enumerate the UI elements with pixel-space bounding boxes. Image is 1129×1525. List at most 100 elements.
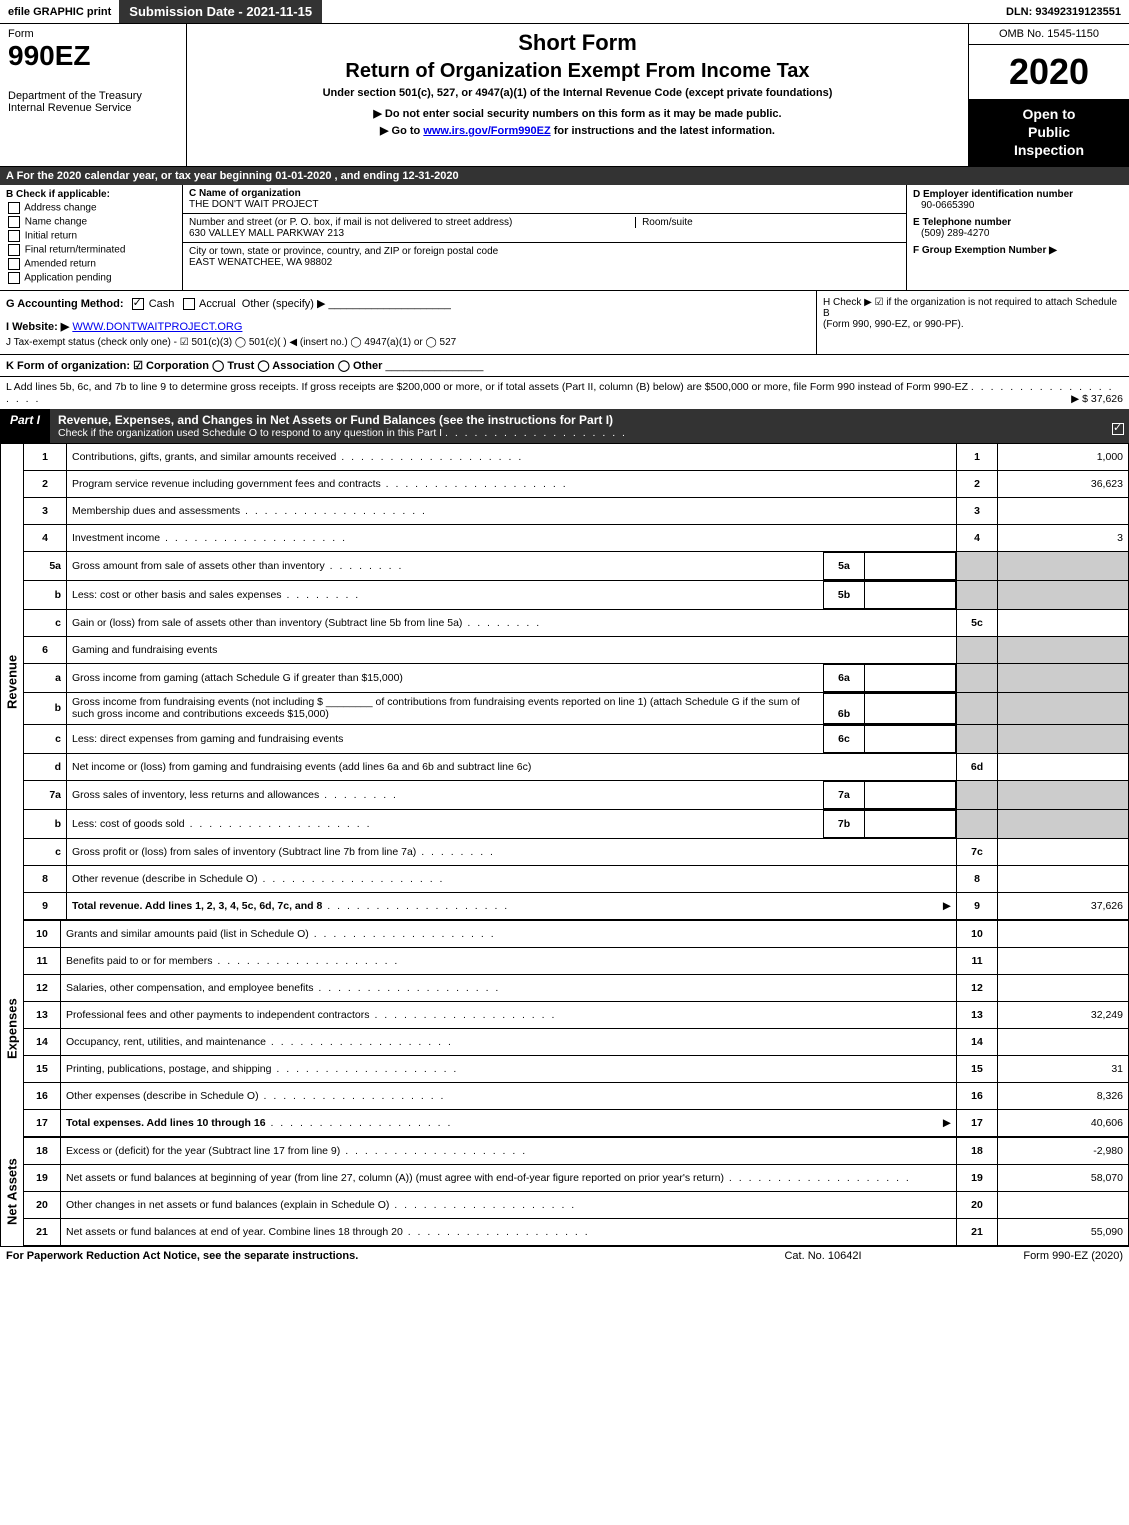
street-box: Number and street (or P. O. box, if mail… [183, 214, 906, 243]
table-row: 13Professional fees and other payments t… [24, 1001, 1129, 1028]
section-g: G Accounting Method: Cash Accrual Other … [0, 291, 816, 354]
tax-exempt-status: J Tax-exempt status (check only one) - ☑… [6, 337, 456, 348]
table-row: 4Investment income43 [24, 524, 1129, 551]
table-row: 19Net assets or fund balances at beginni… [24, 1164, 1129, 1191]
dept-treasury: Department of the Treasury [8, 90, 178, 102]
table-row: 20Other changes in net assets or fund ba… [24, 1191, 1129, 1218]
line-l-text: L Add lines 5b, 6c, and 7b to line 9 to … [6, 381, 968, 393]
line-l-amount: ▶ $ 37,626 [1071, 393, 1123, 405]
table-row: bGross income from fundraising events (n… [24, 692, 1129, 724]
section-h: H Check ▶ ☑ if the organization is not r… [816, 291, 1129, 354]
table-row: 15Printing, publications, postage, and s… [24, 1055, 1129, 1082]
chk-name-change[interactable]: Name change [6, 216, 176, 228]
line-k: K Form of organization: ☑ Corporation ◯ … [0, 355, 1129, 377]
open-line2: Public [973, 123, 1125, 141]
table-row: 10Grants and similar amounts paid (list … [24, 920, 1129, 947]
tel-value: (509) 289-4270 [921, 228, 1123, 239]
efile-label[interactable]: efile GRAPHIC print [0, 2, 119, 22]
chk-application-pending[interactable]: Application pending [6, 272, 176, 284]
footer-center: Cat. No. 10642I [723, 1250, 923, 1262]
table-row: 18Excess or (deficit) for the year (Subt… [24, 1137, 1129, 1164]
table-row: 7aGross sales of inventory, less returns… [24, 780, 1129, 809]
table-row: 1Contributions, gifts, grants, and simil… [24, 443, 1129, 470]
table-row: 9Total revenue. Add lines 1, 2, 3, 4, 5c… [24, 892, 1129, 919]
org-name-label: C Name of organization [189, 188, 900, 199]
short-form-title: Short Form [199, 30, 956, 56]
city-label: City or town, state or province, country… [189, 246, 900, 257]
omb-number: OMB No. 1545-1150 [969, 24, 1129, 45]
table-row: 12Salaries, other compensation, and empl… [24, 974, 1129, 1001]
other-specify: Other (specify) ▶ [242, 298, 326, 310]
goto-line: ▶ Go to www.irs.gov/Form990EZ for instru… [199, 124, 956, 137]
table-row: 14Occupancy, rent, utilities, and mainte… [24, 1028, 1129, 1055]
netassets-section: Net Assets 18Excess or (deficit) for the… [0, 1137, 1129, 1246]
ein-value: 90-0665390 [921, 200, 1123, 211]
goto-post: for instructions and the latest informat… [554, 125, 775, 137]
tax-year: 2020 [969, 45, 1129, 99]
org-name-box: C Name of organization THE DON'T WAIT PR… [183, 185, 906, 214]
form-label: Form [8, 28, 178, 40]
chk-address-change[interactable]: Address change [6, 202, 176, 214]
section-h-text2: (Form 990, 990-EZ, or 990-PF). [823, 319, 1123, 330]
accounting-label: G Accounting Method: [6, 298, 124, 310]
table-row: bLess: cost or other basis and sales exp… [24, 580, 1129, 609]
revenue-table: 1Contributions, gifts, grants, and simil… [23, 443, 1129, 920]
table-row: bLess: cost of goods sold7b [24, 809, 1129, 838]
line-l: L Add lines 5b, 6c, and 7b to line 9 to … [0, 377, 1129, 409]
main-title: Return of Organization Exempt From Incom… [199, 60, 956, 83]
top-bar: efile GRAPHIC print Submission Date - 20… [0, 0, 1129, 24]
table-row: dNet income or (loss) from gaming and fu… [24, 753, 1129, 780]
tel-label: E Telephone number [913, 217, 1123, 228]
chk-cash[interactable] [132, 298, 144, 310]
netassets-table: 18Excess or (deficit) for the year (Subt… [23, 1137, 1129, 1246]
room-suite-label: Room/suite [635, 217, 693, 228]
street-label: Number and street (or P. O. box, if mail… [189, 217, 512, 228]
section-h-text1: H Check ▶ ☑ if the organization is not r… [823, 297, 1123, 319]
org-name-value: THE DON'T WAIT PROJECT [189, 199, 900, 210]
goto-pre: ▶ Go to [380, 125, 423, 137]
table-row: 2Program service revenue including gover… [24, 470, 1129, 497]
submission-date: Submission Date - 2021-11-15 [119, 0, 322, 23]
header-center: Short Form Return of Organization Exempt… [187, 24, 968, 166]
expenses-section: Expenses 10Grants and similar amounts pa… [0, 920, 1129, 1137]
city-value: EAST WENATCHEE, WA 98802 [189, 257, 900, 268]
footer-right: Form 990-EZ (2020) [923, 1250, 1123, 1262]
table-row: cLess: direct expenses from gaming and f… [24, 724, 1129, 753]
dln-label: DLN: 93492319123551 [998, 2, 1129, 22]
group-exemption-label: F Group Exemption Number ▶ [913, 245, 1123, 256]
table-row: 6Gaming and fundraising events [24, 636, 1129, 663]
website-link[interactable]: WWW.DONTWAITPROJECT.ORG [72, 321, 242, 333]
part1-checkbox[interactable] [1107, 409, 1129, 443]
chk-accrual[interactable] [183, 298, 195, 310]
info-grid: B Check if applicable: Address change Na… [0, 185, 1129, 291]
form-number: 990EZ [8, 40, 178, 72]
chk-amended-return[interactable]: Amended return [6, 258, 176, 270]
open-line3: Inspection [973, 141, 1125, 159]
table-row: 17Total expenses. Add lines 10 through 1… [24, 1109, 1129, 1136]
side-label-revenue: Revenue [0, 443, 23, 920]
ssn-notice: ▶ Do not enter social security numbers o… [199, 107, 956, 120]
form-header: Form 990EZ Department of the Treasury In… [0, 24, 1129, 167]
part1-label: Part I [0, 409, 50, 443]
part1-header: Part I Revenue, Expenses, and Changes in… [0, 409, 1129, 443]
chk-initial-return[interactable]: Initial return [6, 230, 176, 242]
table-row: 16Other expenses (describe in Schedule O… [24, 1082, 1129, 1109]
website-label: I Website: ▶ [6, 321, 69, 333]
city-box: City or town, state or province, country… [183, 243, 906, 271]
subtitle: Under section 501(c), 527, or 4947(a)(1)… [199, 87, 956, 99]
row-a-period: A For the 2020 calendar year, or tax yea… [0, 167, 1129, 185]
street-value: 630 VALLEY MALL PARKWAY 213 [189, 228, 900, 239]
side-label-expenses: Expenses [0, 920, 23, 1137]
table-row: 8Other revenue (describe in Schedule O)8 [24, 865, 1129, 892]
dept-irs: Internal Revenue Service [8, 102, 178, 114]
footer: For Paperwork Reduction Act Notice, see … [0, 1246, 1129, 1265]
table-row: 21Net assets or fund balances at end of … [24, 1218, 1129, 1245]
side-label-netassets: Net Assets [0, 1137, 23, 1246]
table-row: 5aGross amount from sale of assets other… [24, 551, 1129, 580]
table-row: cGain or (loss) from sale of assets othe… [24, 609, 1129, 636]
header-right: OMB No. 1545-1150 2020 Open to Public In… [968, 24, 1129, 166]
part1-title: Revenue, Expenses, and Changes in Net As… [50, 409, 1107, 443]
goto-link[interactable]: www.irs.gov/Form990EZ [423, 125, 550, 137]
chk-final-return[interactable]: Final return/terminated [6, 244, 176, 256]
col-c: C Name of organization THE DON'T WAIT PR… [183, 185, 907, 290]
